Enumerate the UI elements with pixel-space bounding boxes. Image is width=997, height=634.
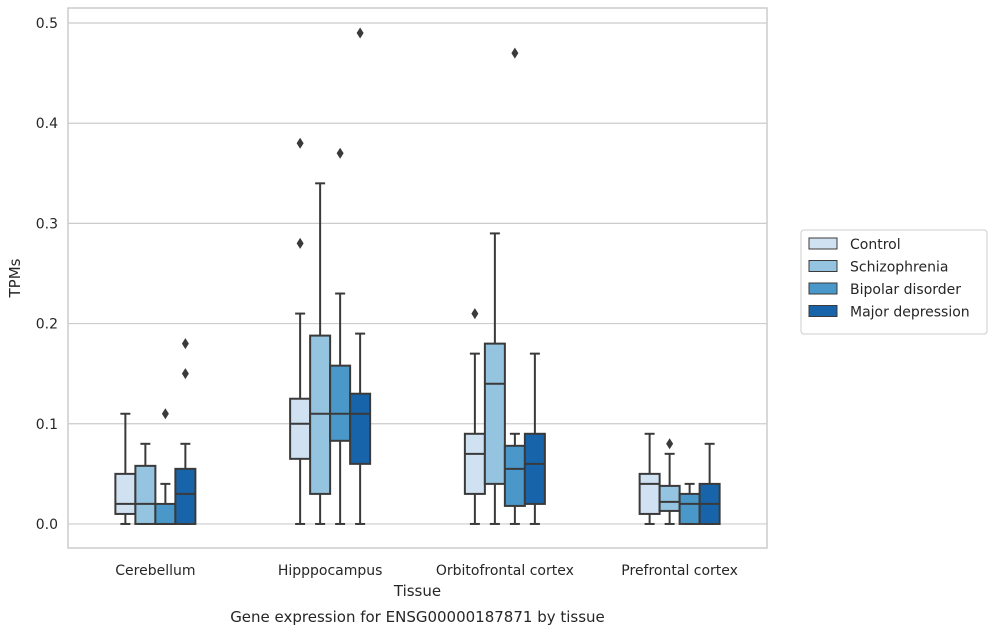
- legend-frame: [800, 229, 988, 335]
- box-layer: [114, 27, 721, 525]
- box-1-0: [289, 137, 312, 525]
- chart-caption: Gene expression for ENSG00000187871 by t…: [230, 608, 605, 626]
- y-tick-labels: 0.0 0.1 0.2 0.3 0.4 0.5: [36, 16, 58, 533]
- legend-swatch: [808, 237, 838, 250]
- box-body: [638, 472, 661, 515]
- outlier-point: [161, 408, 169, 420]
- legend-entry: Major depression: [850, 305, 970, 321]
- box-1-1: [309, 182, 332, 525]
- box-body: [154, 502, 177, 525]
- legend: Control Schizophrenia Bipolar disorder Majo…: [800, 229, 988, 335]
- y-tick-label: 0.1: [36, 417, 58, 433]
- box-body: [523, 432, 546, 505]
- y-tick-label: 0.0: [36, 517, 58, 533]
- box-body: [483, 342, 506, 485]
- x-axis-label: Tissue: [393, 582, 441, 600]
- box-body: [463, 432, 486, 495]
- box-2-0: [463, 308, 486, 525]
- y-axis-label: TPMs: [6, 258, 24, 298]
- box-body: [114, 472, 137, 515]
- box-body: [503, 444, 526, 507]
- legend-entry: Bipolar disorder: [850, 282, 961, 298]
- outlier-point: [666, 438, 674, 450]
- legend-swatch: [808, 260, 838, 272]
- x-tick-label: Cerebellum: [115, 563, 195, 579]
- legend-entry: Schizophrenia: [850, 260, 948, 276]
- outlier-point: [336, 147, 344, 159]
- box-body: [678, 492, 701, 525]
- outlier-point: [511, 47, 519, 59]
- x-tick-label: Orbitofrontal cortex: [436, 563, 574, 579]
- outlier-point: [471, 308, 479, 320]
- box-body: [658, 484, 681, 512]
- legend-swatch: [808, 282, 838, 295]
- box-body: [174, 467, 197, 525]
- box-2-1: [483, 232, 506, 525]
- box-body: [134, 464, 157, 525]
- outlier-point: [296, 237, 304, 249]
- box-3-1: [658, 438, 681, 525]
- box-3-2: [678, 482, 701, 525]
- box-3-0: [638, 432, 661, 525]
- y-tick-label: 0.4: [36, 116, 58, 132]
- outlier-point: [181, 338, 189, 350]
- box-body: [309, 334, 332, 495]
- y-tick-label: 0.3: [36, 216, 58, 232]
- x-tick-label: Hipppocampus: [278, 563, 383, 579]
- box-1-2: [329, 147, 352, 525]
- plot-frame: [67, 7, 768, 549]
- box-body: [289, 397, 312, 460]
- box-body: [329, 364, 352, 442]
- box-0-2: [154, 408, 177, 525]
- x-tick-labels: Cerebellum Hipppocampus Orbitofrontal cort…: [115, 563, 738, 579]
- legend-entry: Control: [850, 237, 901, 253]
- outlier-point: [181, 368, 189, 380]
- outlier-point: [356, 27, 364, 39]
- box-0-0: [114, 412, 137, 525]
- box-2-2: [503, 47, 526, 525]
- box-0-1: [134, 442, 157, 525]
- box-3-3: [698, 442, 721, 525]
- y-tick-label: 0.5: [36, 16, 58, 32]
- box-1-3: [349, 27, 372, 525]
- legend-swatch: [808, 305, 838, 317]
- box-body: [349, 392, 372, 465]
- grid-lines: [68, 22, 767, 525]
- y-tick-label: 0.2: [36, 317, 58, 333]
- box-0-3: [174, 338, 197, 525]
- outlier-point: [296, 137, 304, 149]
- box-2-3: [523, 352, 546, 525]
- x-tick-label: Prefrontal cortex: [621, 563, 738, 579]
